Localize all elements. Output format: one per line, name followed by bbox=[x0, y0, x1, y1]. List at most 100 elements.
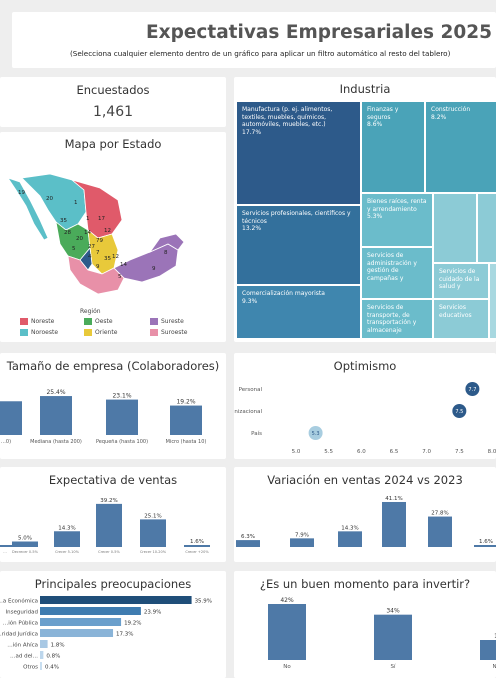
data-label: 1.6% bbox=[190, 539, 204, 545]
treemap-cell[interactable]: Servicios educativos bbox=[433, 299, 489, 339]
treemap-cell[interactable]: Servicios de administración y gestión de… bbox=[361, 247, 433, 299]
bar[interactable] bbox=[268, 604, 306, 660]
data-label: 1.8% bbox=[51, 643, 65, 649]
optimismo-panel[interactable]: Optimismo Personal 7.7 Organizacional 7.5 Pa… bbox=[234, 353, 496, 459]
tamano-panel[interactable]: Tamaño de empresa (Colaboradores) …0) 25.… bbox=[0, 353, 226, 459]
legend-item-noroeste[interactable]: Noroeste bbox=[20, 329, 58, 336]
invertir-panel[interactable]: ¿Es un buen momento para invertir? 42% No… bbox=[234, 571, 496, 678]
treemap-cell[interactable]: Bienes raíces, renta y arrendamiento 5.3… bbox=[361, 193, 433, 247]
dot[interactable] bbox=[465, 382, 480, 396]
map-label: 9 bbox=[152, 266, 156, 272]
category-label: …ad del… bbox=[10, 654, 38, 660]
map-label: 20 bbox=[46, 196, 53, 202]
bar[interactable] bbox=[0, 401, 22, 435]
legend-item-oriente[interactable]: Oriente bbox=[84, 329, 117, 336]
bar[interactable] bbox=[428, 516, 452, 547]
variacion-panel[interactable]: Variación en ventas 2024 vs 2023 6.3% 7.9… bbox=[234, 467, 496, 562]
ventas-chart[interactable]: … 5.0% Decrecer 0-5% 14.3% Crecer 5-10% 39.2%… bbox=[0, 489, 226, 561]
industria-treemap[interactable]: Manufactura (p. ej. alimentos, textiles,… bbox=[236, 101, 496, 339]
bar[interactable] bbox=[12, 541, 38, 548]
bar[interactable] bbox=[374, 614, 412, 660]
bar[interactable] bbox=[40, 618, 122, 626]
treemap-cell[interactable]: Construcción 8.2% bbox=[425, 101, 496, 193]
data-label: 7.5 bbox=[455, 409, 463, 415]
bar[interactable] bbox=[382, 501, 406, 547]
category-label: …a Económica bbox=[0, 598, 38, 605]
bar[interactable] bbox=[54, 531, 80, 547]
encuestados-panel[interactable]: Encuestados 1,461 bbox=[0, 77, 226, 127]
legend-item-oeste[interactable]: Oeste bbox=[84, 318, 113, 325]
map-label: 14 bbox=[84, 230, 91, 236]
ventas-panel[interactable]: Expectativa de ventas … 5.0% Decrecer 0-5%… bbox=[0, 467, 226, 562]
optimismo-chart[interactable]: Personal 7.7 Organizacional 7.5 País 5.3 5.0 5.… bbox=[234, 375, 496, 459]
map-title: Mapa por Estado bbox=[64, 137, 162, 151]
treemap-cell[interactable]: Finanzas y seguros 8.6% bbox=[361, 101, 425, 193]
bar[interactable] bbox=[40, 651, 44, 659]
map-label: 14 bbox=[120, 262, 127, 268]
variacion-title: Variación en ventas 2024 vs 2023 bbox=[267, 473, 463, 487]
treemap-value: 13.2% bbox=[242, 225, 262, 232]
invertir-title: ¿Es un buen momento para invertir? bbox=[259, 577, 471, 591]
bar[interactable] bbox=[170, 405, 202, 435]
map-state-labels: 19 20 1 1 35 28 17 12 14 79 20 27 7 5 4 … bbox=[18, 190, 168, 280]
legend-item-sureste[interactable]: Sureste bbox=[150, 318, 184, 325]
bar[interactable] bbox=[140, 519, 166, 547]
map-label: 5 bbox=[118, 274, 122, 280]
treemap-cell[interactable]: Comercialización mayorista 9.3% bbox=[236, 285, 361, 339]
treemap-cell[interactable]: Manufactura (p. ej. alimentos, textiles,… bbox=[236, 101, 361, 205]
preocupaciones-panel[interactable]: Principales preocupaciones …a Económica 3… bbox=[0, 571, 226, 678]
legend-label: Sureste bbox=[161, 318, 184, 325]
treemap-cell[interactable] bbox=[489, 263, 496, 339]
map-label: 20 bbox=[76, 236, 83, 242]
bar[interactable] bbox=[96, 503, 122, 547]
bar[interactable] bbox=[236, 540, 260, 547]
treemap-cell[interactable] bbox=[433, 193, 477, 263]
map-label: 5 bbox=[72, 246, 76, 252]
bar[interactable] bbox=[338, 531, 362, 547]
treemap-cell[interactable] bbox=[477, 193, 496, 263]
bar[interactable] bbox=[40, 396, 72, 435]
bar[interactable] bbox=[474, 545, 496, 547]
bar[interactable] bbox=[290, 538, 314, 547]
dot[interactable] bbox=[452, 404, 467, 418]
map-legend: Región Noreste Oeste Sureste Noroeste Or… bbox=[0, 308, 226, 342]
bar[interactable] bbox=[40, 662, 42, 670]
treemap-cell[interactable]: Servicios profesionales, científicos y t… bbox=[236, 205, 361, 285]
legend-item-noreste[interactable]: Noreste bbox=[20, 318, 54, 325]
treemap-cell[interactable]: Servicios de transporte, de transportaci… bbox=[361, 299, 433, 339]
data-label: 1… bbox=[494, 633, 496, 640]
data-label: 19.2% bbox=[176, 399, 195, 406]
map-region-baja bbox=[7, 177, 49, 241]
bar[interactable] bbox=[40, 607, 141, 615]
legend-swatch bbox=[84, 318, 92, 325]
bar[interactable] bbox=[480, 640, 496, 660]
bar[interactable] bbox=[40, 640, 48, 648]
legend-item-suroeste[interactable]: Suroeste bbox=[150, 329, 187, 336]
invertir-chart[interactable]: 42% No 34% Sí 1… No… bbox=[234, 594, 496, 678]
bar[interactable] bbox=[0, 545, 18, 547]
map-label: 1 bbox=[86, 216, 90, 222]
industria-panel[interactable]: Industria Manufactura (p. ej. alimentos,… bbox=[234, 77, 496, 342]
treemap-label: Finanzas y seguros bbox=[367, 106, 399, 121]
map-label: 35 bbox=[104, 256, 111, 262]
tamano-chart[interactable]: …0) 25.4% Mediana (hasta 200) 23.1% Pequeña … bbox=[0, 377, 226, 457]
data-label: 5.0% bbox=[18, 536, 32, 542]
bar[interactable] bbox=[40, 629, 114, 637]
map-panel[interactable]: Mapa por Estado 19 20 1 1 35 28 17 12 14 bbox=[0, 132, 226, 342]
tick-label: 5.5 bbox=[324, 449, 333, 455]
preocupaciones-chart[interactable]: …a Económica 35.9% Inseguridad 23.9% …ión Pú… bbox=[0, 594, 226, 678]
tick-label: 6.5 bbox=[390, 449, 399, 455]
bar[interactable] bbox=[184, 545, 210, 547]
bar[interactable] bbox=[106, 399, 138, 435]
map-label: 79 bbox=[96, 238, 103, 244]
data-label: 23.1% bbox=[112, 393, 131, 400]
variacion-chart[interactable]: 6.3% 7.9% 14.3% 41.1% 27.8% 1.6% bbox=[234, 489, 496, 561]
bar[interactable] bbox=[40, 596, 192, 604]
map-label: 9 bbox=[96, 264, 100, 270]
ventas-title: Expectativa de ventas bbox=[48, 473, 178, 487]
treemap-cell[interactable]: Servicios de cuidado de la salud y bbox=[433, 263, 489, 299]
legend-title: Región bbox=[80, 308, 101, 315]
map-label: 7 bbox=[96, 250, 100, 256]
dot[interactable] bbox=[308, 426, 323, 440]
mexico-map[interactable]: 19 20 1 1 35 28 17 12 14 79 20 27 7 5 4 … bbox=[0, 160, 226, 320]
